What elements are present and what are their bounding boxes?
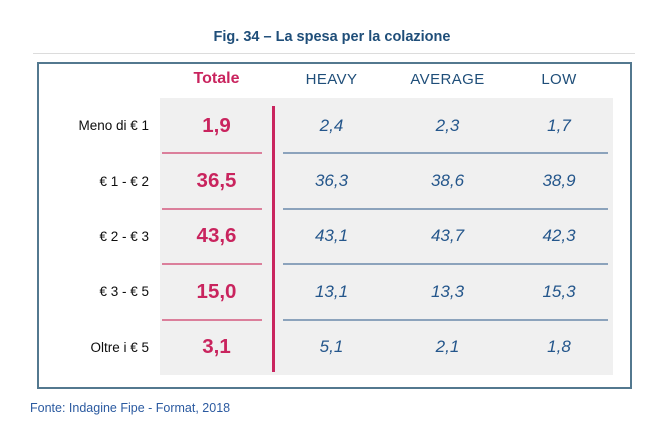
low-value: 15,3 bbox=[542, 281, 576, 301]
source-note: Fonte: Indagine Fipe - Format, 2018 bbox=[30, 401, 231, 415]
row-label: € 3 - € 5 bbox=[99, 284, 149, 300]
column-header-low: LOW bbox=[541, 70, 577, 88]
row-separator-blue bbox=[283, 152, 608, 154]
low-value: 38,9 bbox=[542, 171, 576, 191]
low-value: 42,3 bbox=[542, 226, 576, 246]
totale-value: 43,6 bbox=[196, 224, 237, 248]
low-value: 1,8 bbox=[547, 337, 571, 357]
title-divider bbox=[33, 53, 635, 54]
column-header-average: AVERAGE bbox=[410, 70, 485, 88]
heavy-value: 5,1 bbox=[319, 337, 344, 357]
row-separator-blue bbox=[283, 263, 608, 265]
row-label: € 2 - € 3 bbox=[99, 228, 149, 244]
data-table: Totale HEAVY AVERAGE LOW Meno di € 1 1,9… bbox=[39, 64, 630, 375]
heavy-value: 43,1 bbox=[314, 226, 349, 246]
row-separator-pink bbox=[162, 152, 262, 154]
row-separator-blue bbox=[283, 319, 608, 321]
row-label: Meno di € 1 bbox=[78, 118, 149, 134]
average-value: 2,1 bbox=[435, 337, 460, 357]
average-value: 2,3 bbox=[435, 115, 460, 135]
row-label: € 1 - € 2 bbox=[99, 173, 149, 189]
column-header-totale: Totale bbox=[193, 70, 240, 87]
table-row: € 3 - € 5 15,0 13,1 13,3 15,3 bbox=[39, 264, 630, 319]
table-box: Totale HEAVY AVERAGE LOW Meno di € 1 1,9… bbox=[37, 62, 632, 389]
row-separator-blue bbox=[283, 208, 608, 210]
data-panel-background bbox=[160, 98, 613, 375]
table-row: € 1 - € 2 36,5 36,3 38,6 38,9 bbox=[39, 153, 630, 208]
heavy-value: 13,1 bbox=[314, 281, 349, 301]
table-row: Oltre i € 5 3,1 5,1 2,1 1,8 bbox=[39, 320, 630, 375]
row-separator-pink bbox=[162, 208, 262, 210]
row-label: Oltre i € 5 bbox=[90, 339, 149, 355]
totale-value: 3,1 bbox=[202, 335, 231, 359]
low-value: 1,7 bbox=[547, 115, 571, 135]
heavy-value: 36,3 bbox=[314, 171, 349, 191]
totale-value: 36,5 bbox=[196, 169, 237, 193]
average-value: 13,3 bbox=[430, 281, 465, 301]
totale-column-divider bbox=[272, 106, 275, 372]
table-header-row: Totale HEAVY AVERAGE LOW bbox=[39, 64, 630, 98]
row-separator-pink bbox=[162, 263, 262, 265]
figure-title: Fig. 34 – La spesa per la colazione bbox=[213, 29, 451, 45]
average-value: 38,6 bbox=[430, 171, 465, 191]
totale-value: 1,9 bbox=[202, 113, 231, 137]
heavy-value: 2,4 bbox=[319, 115, 344, 135]
average-value: 43,7 bbox=[430, 226, 465, 246]
row-separator-pink bbox=[162, 319, 262, 321]
totale-value: 15,0 bbox=[196, 279, 237, 303]
table-row: Meno di € 1 1,9 2,4 2,3 1,7 bbox=[39, 98, 630, 153]
column-header-heavy: HEAVY bbox=[305, 70, 358, 88]
table-row: € 2 - € 3 43,6 43,1 43,7 42,3 bbox=[39, 209, 630, 264]
